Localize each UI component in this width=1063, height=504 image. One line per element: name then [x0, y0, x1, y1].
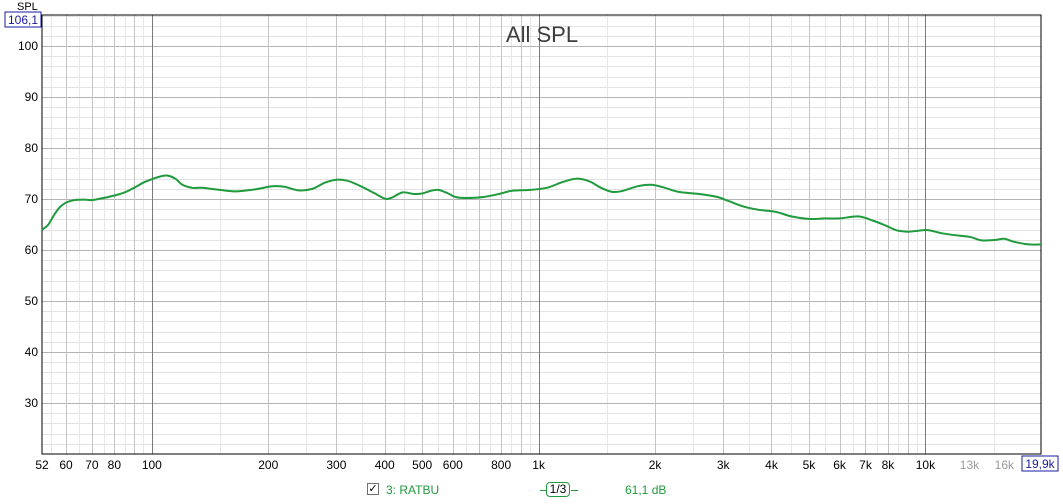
- series-line-ratbu: [41, 174, 1042, 246]
- y-tick-label: 70: [25, 192, 39, 206]
- x-tick-label: 2k: [649, 458, 663, 472]
- x-tick-label: 80: [108, 458, 122, 472]
- x-tick-label: 7k: [859, 458, 873, 472]
- y-tick-label: 60: [25, 243, 39, 257]
- x-tick-label: 10k: [916, 458, 936, 472]
- x-tick-label: 13k: [960, 458, 980, 472]
- x-tick-label: 5k: [803, 458, 817, 472]
- x-tick-label: 8k: [882, 458, 896, 472]
- x-tick-label: 200: [258, 458, 278, 472]
- x-tick-label: 300: [326, 458, 346, 472]
- y-axis-label: SPL: [17, 1, 38, 13]
- y-max-label: 106,1: [8, 13, 38, 27]
- x-tick-label: 1k: [532, 458, 546, 472]
- y-max-box[interactable]: [4, 11, 42, 28]
- check-icon: ✓: [368, 483, 378, 495]
- x-tick-label: 6k: [833, 458, 847, 472]
- x-max-label: 19,9k: [1025, 457, 1055, 471]
- legend-entry-name: 3: RATBU: [386, 483, 440, 497]
- y-tick-label: 50: [25, 294, 39, 308]
- smoothing-button[interactable]: 1/3: [540, 481, 578, 499]
- x-tick-label: 52: [35, 458, 49, 472]
- x-max-box[interactable]: [1021, 455, 1059, 472]
- y-tick-label: 40: [25, 345, 39, 359]
- y-tick-label: 90: [25, 90, 39, 104]
- x-tick-label: 400: [375, 458, 395, 472]
- y-tick-label: 30: [25, 396, 39, 410]
- x-tick-label: 500: [412, 458, 432, 472]
- plot-frame: [41, 14, 1042, 455]
- x-tick-label: 4k: [765, 458, 779, 472]
- spl-chart[interactable]: 30 40 50 60 70 80 90 100 52 60 70 80 100 200 300 400 50…: [0, 0, 1063, 478]
- chart-title: All SPL: [506, 22, 578, 47]
- y-tick-label: 80: [25, 141, 39, 155]
- y-tick-label: 100: [18, 39, 38, 53]
- x-tick-label: 16k: [995, 458, 1015, 472]
- legend-checkbox[interactable]: ✓: [367, 483, 379, 495]
- x-tick-label: 100: [142, 458, 162, 472]
- x-tick-label: 60: [59, 458, 73, 472]
- x-tick-label: 3k: [717, 458, 731, 472]
- x-tick-label: 70: [85, 458, 99, 472]
- x-tick-label: 800: [491, 458, 511, 472]
- x-tick-label: 600: [443, 458, 463, 472]
- cursor-value: 61,1 dB: [625, 483, 667, 497]
- smoothing-label: 1/3: [546, 482, 570, 497]
